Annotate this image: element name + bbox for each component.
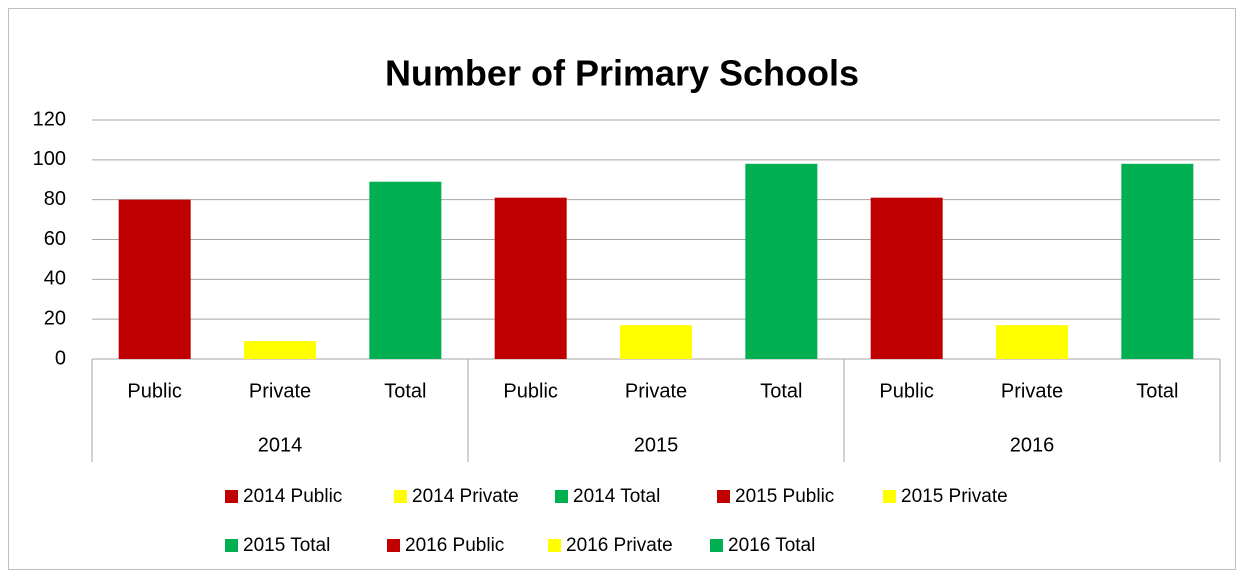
legend-label: 2016 Private	[566, 535, 673, 556]
y-tick-label: 0	[55, 347, 66, 369]
legend-swatch	[555, 490, 568, 503]
y-tick-label: 60	[44, 228, 66, 250]
legend-label: 2015 Public	[735, 486, 834, 507]
x-tick-label: Public	[879, 380, 933, 402]
x-tick-label: Private	[1001, 380, 1063, 402]
bar	[118, 199, 191, 359]
group-label: 2015	[634, 434, 679, 456]
legend-swatch	[548, 539, 561, 552]
bar	[745, 163, 818, 359]
x-tick-label: Total	[1136, 380, 1178, 402]
bar	[1121, 163, 1194, 359]
legend-label: 2014 Public	[243, 486, 342, 507]
y-tick-label: 100	[33, 148, 66, 170]
x-tick-label: Private	[249, 380, 311, 402]
bar	[996, 325, 1068, 359]
chart-border	[8, 8, 1236, 570]
legend-swatch	[710, 539, 723, 552]
x-tick-label: Private	[625, 380, 687, 402]
x-tick-label: Total	[760, 380, 802, 402]
group-label: 2016	[1010, 434, 1055, 456]
legend-swatch	[883, 490, 896, 503]
bar	[369, 181, 442, 359]
bar	[494, 197, 567, 359]
y-tick-label: 80	[44, 188, 66, 210]
y-tick-label: 120	[33, 108, 66, 130]
legend-label: 2016 Public	[405, 535, 504, 556]
legend-swatch	[225, 539, 238, 552]
x-tick-label: Total	[384, 380, 426, 402]
bar	[244, 341, 316, 359]
chart-title: Number of Primary Schools	[385, 53, 859, 94]
bar	[620, 325, 692, 359]
y-tick-label: 40	[44, 268, 66, 290]
legend-swatch	[387, 539, 400, 552]
legend-swatch	[225, 490, 238, 503]
legend-swatch	[394, 490, 407, 503]
legend-label: 2014 Private	[412, 486, 519, 507]
legend-label: 2015 Total	[243, 535, 330, 556]
y-tick-label: 20	[44, 307, 66, 329]
group-label: 2014	[258, 434, 303, 456]
legend-label: 2014 Total	[573, 486, 660, 507]
legend-swatch	[717, 490, 730, 503]
x-tick-label: Public	[503, 380, 557, 402]
legend-label: 2015 Private	[901, 486, 1008, 507]
x-tick-label: Public	[127, 380, 181, 402]
bar	[870, 197, 943, 359]
legend-label: 2016 Total	[728, 535, 815, 556]
